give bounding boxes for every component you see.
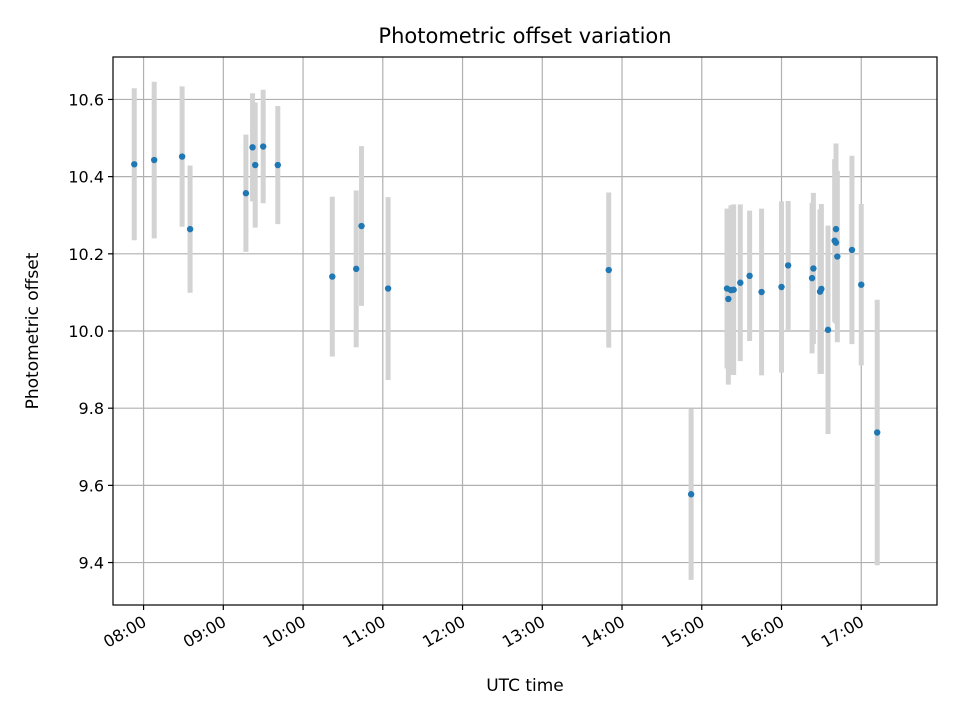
data-point	[784, 262, 792, 269]
data-point	[746, 272, 753, 280]
data-point	[832, 239, 840, 246]
data-point	[252, 161, 259, 169]
data-point	[186, 225, 194, 233]
data-point	[725, 295, 732, 303]
y-tick-label: 9.4	[79, 554, 104, 573]
data-point	[758, 288, 765, 296]
data-point	[832, 225, 840, 233]
y-axis-label: Photometric offset	[23, 252, 43, 409]
data-point	[873, 429, 881, 436]
data-point	[730, 286, 737, 293]
data-point	[242, 190, 250, 197]
y-tick-label: 10.6	[68, 90, 104, 109]
y-tick-label: 9.6	[79, 476, 104, 495]
data-point	[818, 285, 825, 293]
data-point	[274, 161, 281, 169]
data-point	[824, 326, 832, 334]
data-point	[178, 153, 186, 160]
y-tick-label: 10.2	[68, 245, 104, 264]
data-point	[259, 143, 267, 150]
y-tick-label: 10.4	[68, 168, 104, 187]
data-point	[358, 222, 365, 230]
data-point	[778, 283, 785, 291]
data-point	[249, 144, 256, 151]
data-point	[151, 156, 158, 164]
y-tick-label: 9.8	[79, 399, 104, 418]
data-point	[329, 273, 336, 280]
data-point	[737, 279, 744, 286]
data-point	[808, 274, 816, 282]
chart-title: Photometric offset variation	[378, 24, 671, 48]
data-point	[131, 161, 138, 168]
x-axis-label: UTC time	[486, 676, 564, 696]
data-point	[353, 265, 360, 273]
data-point	[384, 285, 392, 292]
data-point	[605, 266, 612, 274]
y-axis-ticks: 9.4 9.6 9.8 10.0 10.2 10.4 10.6	[68, 90, 113, 573]
y-tick-label: 10.0	[68, 322, 104, 341]
data-points	[131, 143, 881, 498]
data-point	[848, 246, 856, 254]
data-point	[834, 253, 841, 260]
data-point	[687, 491, 695, 498]
data-point	[858, 281, 865, 288]
data-point	[810, 265, 817, 272]
